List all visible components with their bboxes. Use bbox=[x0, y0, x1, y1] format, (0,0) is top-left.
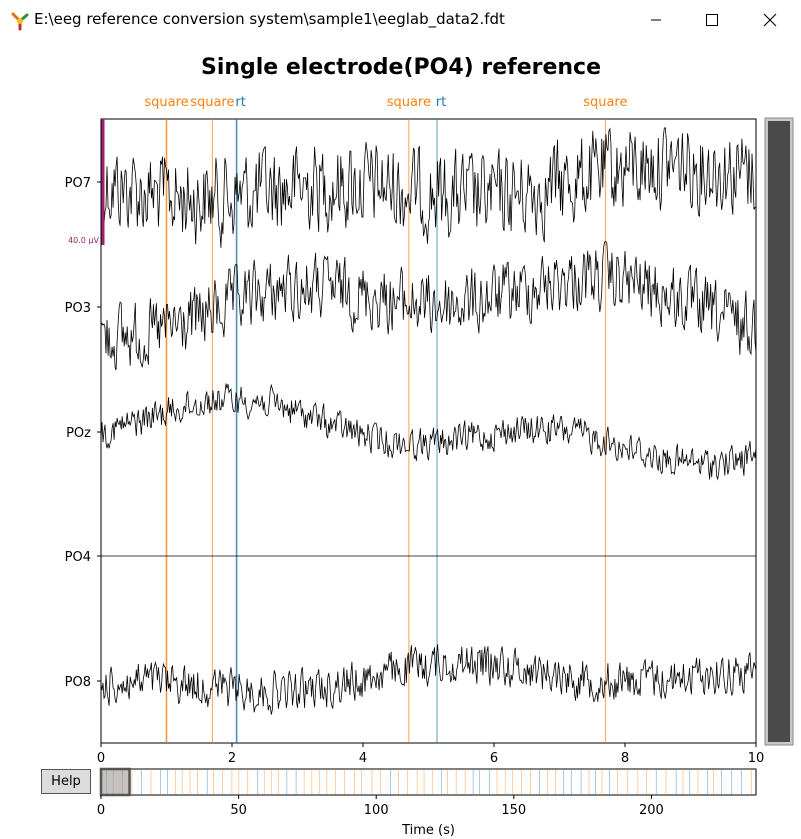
x-tick-label: 4 bbox=[359, 751, 367, 766]
navigator-x-tick-label: 100 bbox=[364, 803, 389, 818]
navigator-x-tick-label: 50 bbox=[230, 803, 247, 818]
x-tick-label: 6 bbox=[490, 751, 498, 766]
maximize-icon bbox=[706, 14, 718, 26]
app-icon bbox=[11, 12, 29, 31]
trace-poz bbox=[101, 383, 756, 481]
x-tick-label: 10 bbox=[748, 751, 765, 766]
maximize-button[interactable] bbox=[689, 0, 735, 40]
x-axis-label: Time (s) bbox=[401, 823, 455, 838]
event-label-rt: rt bbox=[235, 95, 245, 110]
plot-area bbox=[100, 118, 757, 744]
title-bar: E:\eeg reference conversion system\sampl… bbox=[0, 0, 801, 40]
event-label-square: square bbox=[190, 95, 234, 110]
event-label-square: square bbox=[583, 95, 627, 110]
window-title: E:\eeg reference conversion system\sampl… bbox=[34, 10, 505, 28]
channel-label-po3: PO3 bbox=[65, 301, 91, 316]
close-icon bbox=[763, 13, 777, 27]
help-button[interactable]: Help bbox=[41, 769, 91, 794]
x-tick-label: 0 bbox=[97, 751, 105, 766]
x-tick-label: 2 bbox=[228, 751, 236, 766]
navigator-strip[interactable] bbox=[100, 768, 757, 796]
vertical-scrollbar-thumb[interactable] bbox=[768, 121, 790, 742]
channel-label-po4: PO4 bbox=[65, 550, 91, 565]
trace-po3 bbox=[101, 240, 756, 371]
trace-po8 bbox=[101, 644, 756, 715]
navigator-x-tick-label: 150 bbox=[501, 803, 526, 818]
channel-label-po7: PO7 bbox=[65, 176, 91, 191]
navigator-x-tick-label: 0 bbox=[97, 803, 105, 818]
channel-label-poz: POz bbox=[66, 426, 91, 441]
x-tick-label: 8 bbox=[621, 751, 629, 766]
scale-bar-label: 40.0 µV bbox=[68, 236, 99, 245]
trace-po7 bbox=[101, 127, 756, 248]
close-button[interactable] bbox=[747, 0, 793, 40]
event-label-rt: rt bbox=[436, 95, 446, 110]
event-label-square: square bbox=[144, 95, 188, 110]
event-label-square: square bbox=[387, 95, 431, 110]
channel-label-po8: PO8 bbox=[65, 675, 91, 690]
navigator-x-tick-label: 200 bbox=[639, 803, 664, 818]
minimize-button[interactable] bbox=[633, 0, 679, 40]
navigator-view-window[interactable] bbox=[99, 767, 131, 797]
minimize-icon bbox=[651, 19, 661, 21]
chart-title: Single electrode(PO4) reference bbox=[201, 55, 601, 80]
